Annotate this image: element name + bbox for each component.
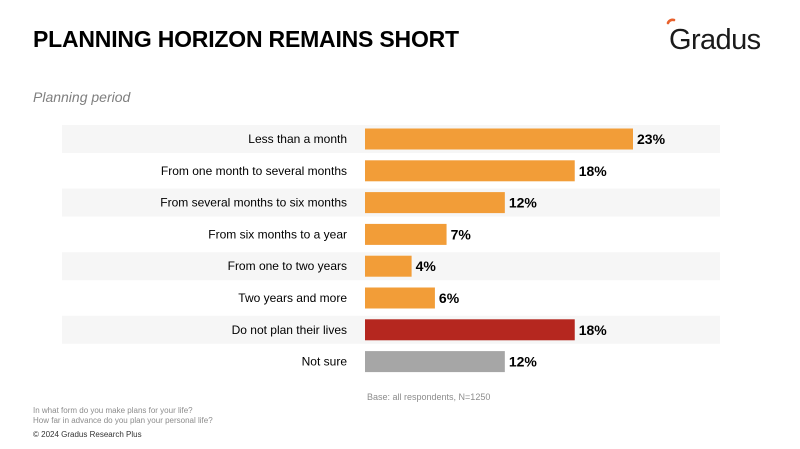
question-note-2: How far in advance do you plan your pers… [33, 416, 213, 425]
category-label: From one month to several months [161, 164, 347, 178]
category-label: Two years and more [238, 291, 347, 305]
value-label: 6% [439, 290, 460, 306]
bar [365, 223, 447, 245]
bar [365, 192, 505, 214]
logo-arc-icon [666, 18, 676, 25]
value-label: 23% [637, 131, 666, 147]
bar [365, 160, 575, 182]
category-label: Do not plan their lives [232, 323, 347, 337]
value-label: 4% [416, 258, 437, 274]
category-label: Not sure [302, 355, 348, 369]
category-label: From one to two years [228, 259, 347, 273]
question-note-1: In what form do you make plans for your … [33, 406, 193, 415]
base-note: Base: all respondents, N=1250 [367, 392, 491, 402]
logo-text: Gradus [669, 24, 761, 56]
category-label: From six months to a year [208, 227, 347, 241]
bar [365, 319, 575, 341]
chart-subtitle: Planning period [33, 89, 131, 105]
category-label: Less than a month [248, 132, 347, 146]
value-label: 12% [509, 354, 538, 370]
gradus-logo: Gradus [665, 17, 775, 57]
bar [365, 128, 633, 150]
copyright: © 2024 Gradus Research Plus [33, 430, 142, 439]
bar [365, 351, 505, 373]
value-label: 18% [579, 163, 608, 179]
bar [365, 255, 412, 277]
value-label: 7% [451, 226, 472, 242]
category-label: From several months to six months [160, 196, 347, 210]
bar [365, 287, 435, 309]
value-label: 18% [579, 322, 608, 338]
page-title: PLANNING HORIZON REMAINS SHORT [33, 26, 459, 52]
value-label: 12% [509, 195, 538, 211]
